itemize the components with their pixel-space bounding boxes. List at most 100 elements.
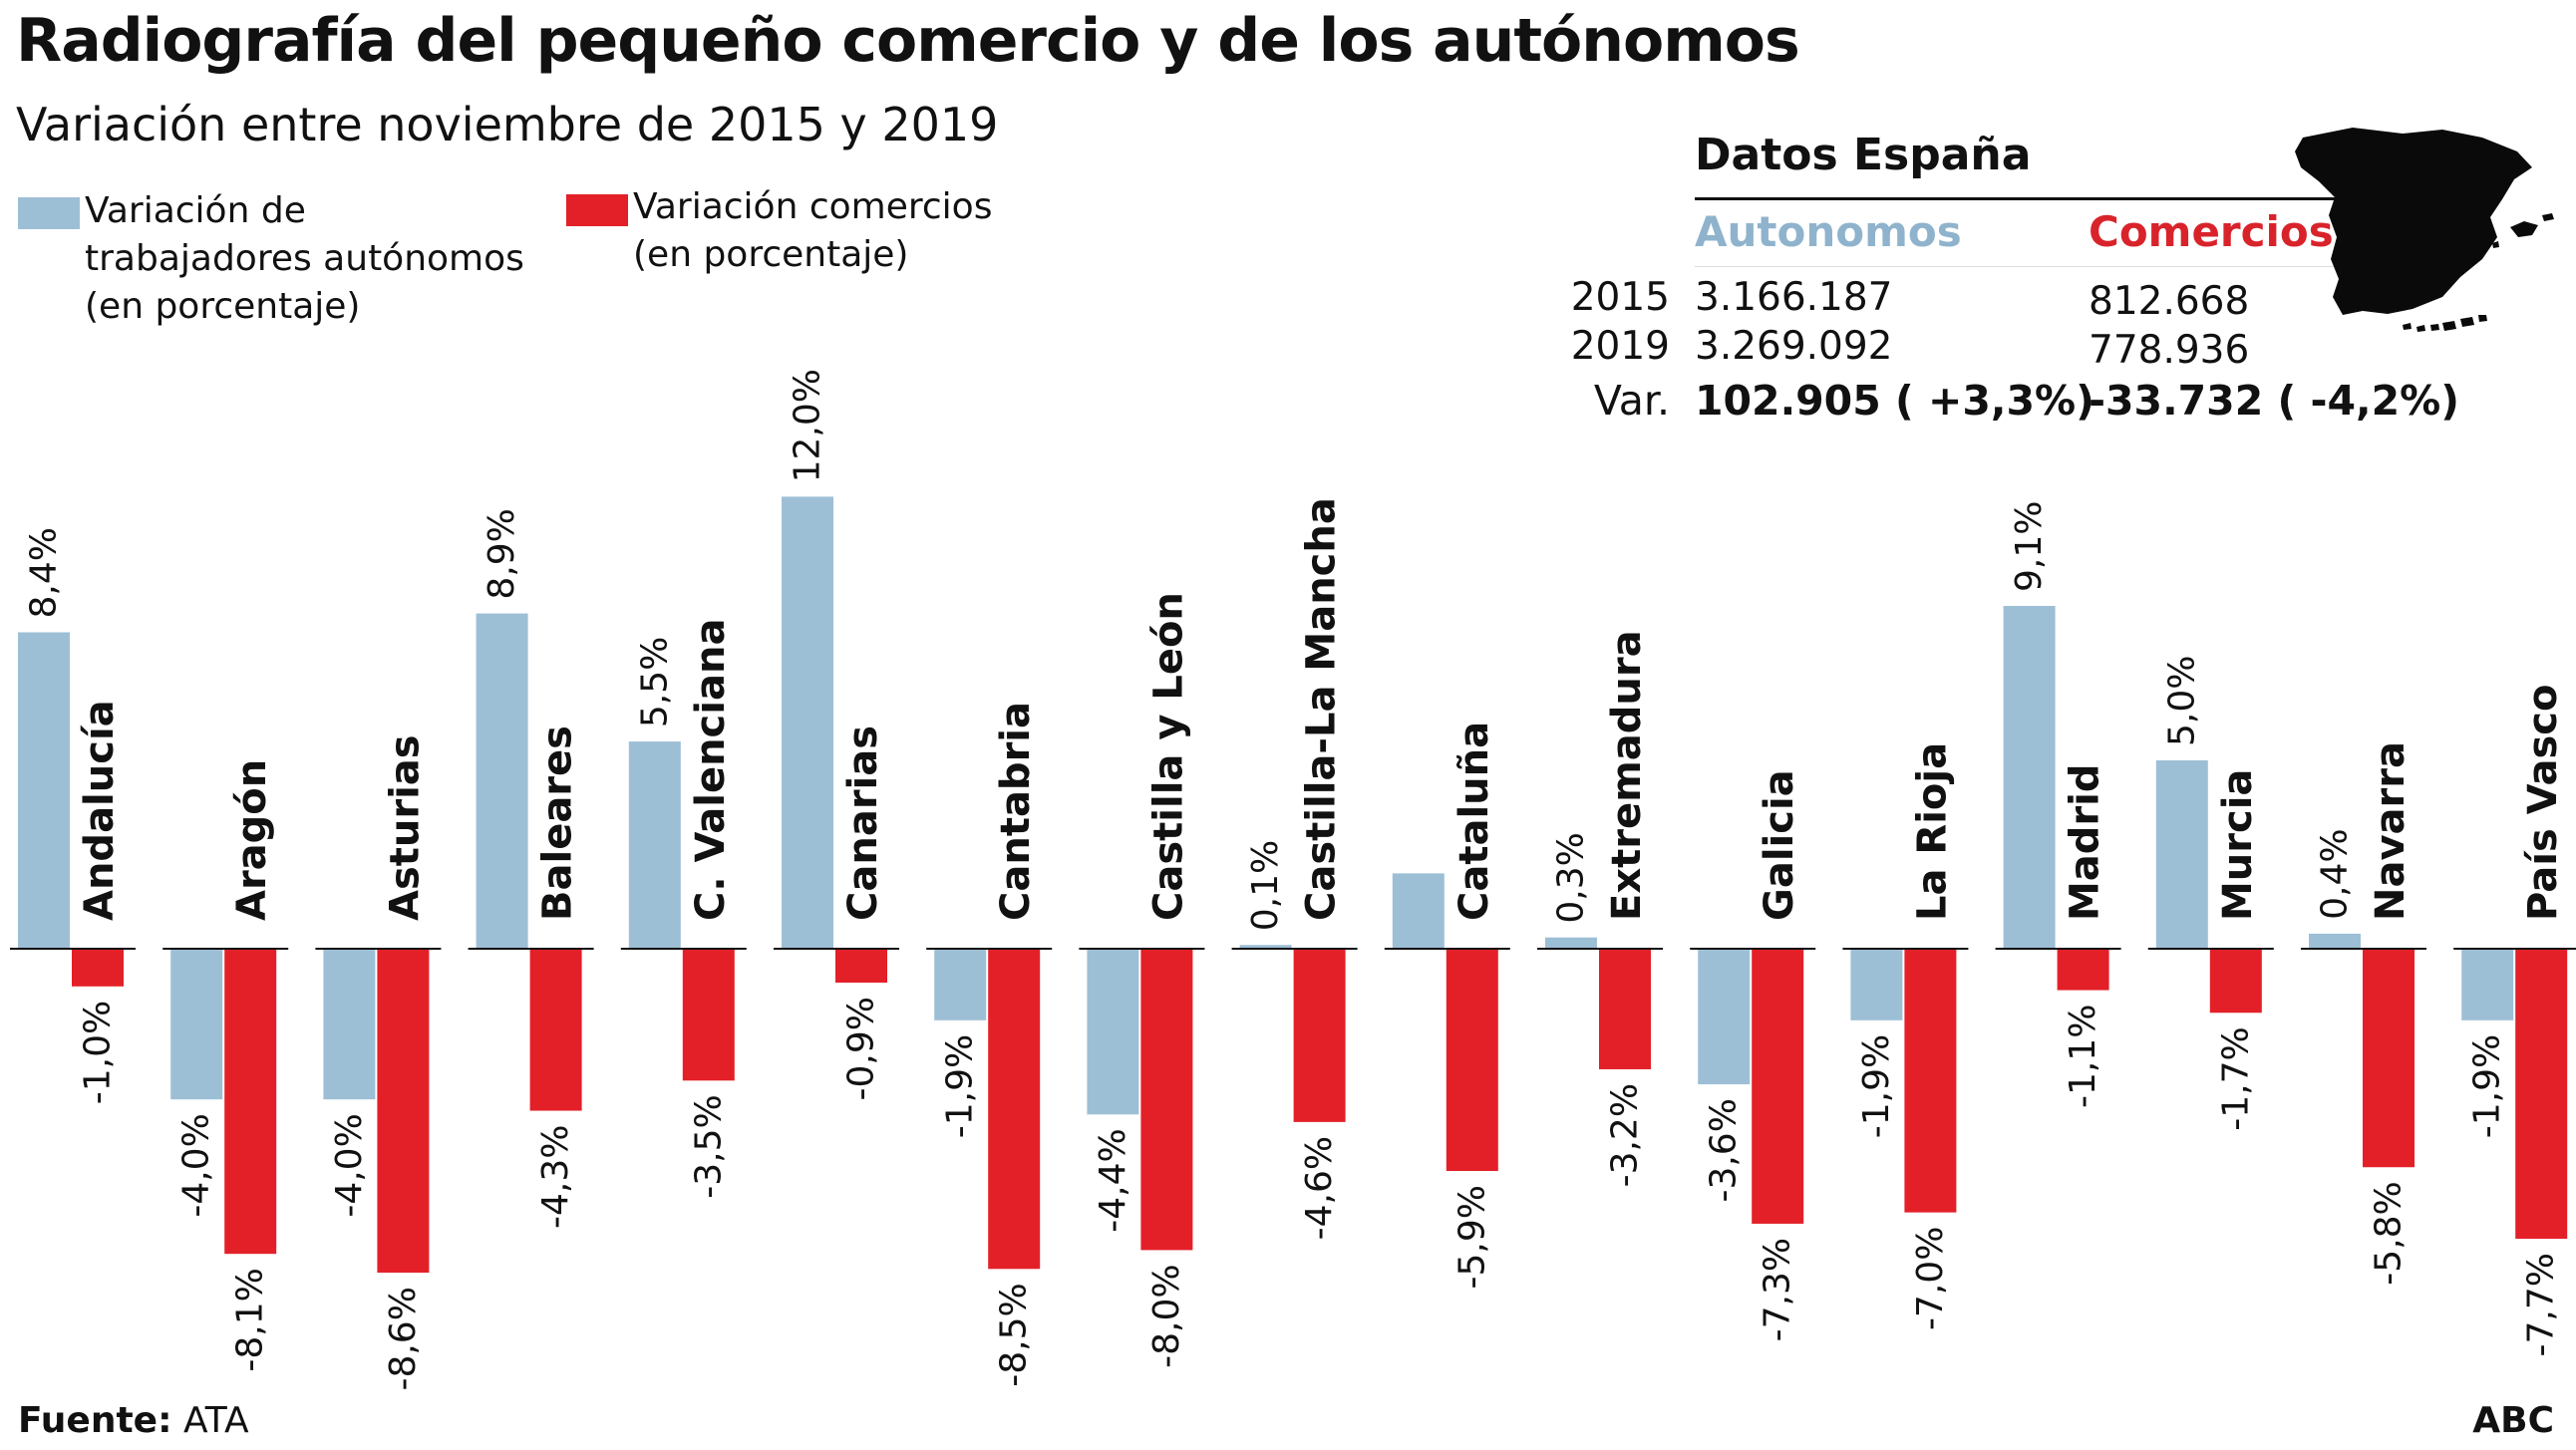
bar-comercios	[682, 949, 735, 1081]
bar-autonomos	[1239, 945, 1292, 949]
data-label-autonomos: -4,0%	[329, 1113, 370, 1217]
bar-comercios	[1293, 949, 1346, 1122]
chart-title: Radiografía del pequeño comercio y de lo…	[16, 6, 1800, 76]
source-value: ATA	[182, 1400, 249, 1441]
bar-comercios	[2515, 949, 2568, 1240]
data-label-comercios: -1,7%	[2215, 1026, 2256, 1130]
legend-autonomos-line: (en porcentaje)	[85, 286, 361, 327]
bar-comercios	[1599, 949, 1651, 1069]
data-label-comercios: -5,8%	[2369, 1181, 2410, 1285]
category-label: Castilla-La Mancha	[1299, 497, 1345, 921]
legend-autonomos-line: trabajadores autónomos	[85, 238, 524, 279]
bar-comercios	[835, 949, 887, 984]
bar-autonomos	[1087, 949, 1139, 1115]
spain-map-icon	[2295, 128, 2554, 332]
data-label-autonomos: -4,4%	[1093, 1128, 1133, 1232]
legend-comercios-line: (en porcentaje)	[633, 234, 909, 275]
category-label: Cantabria	[993, 702, 1039, 921]
chart-subtitle: Variación entre noviembre de 2015 y 2019	[16, 98, 999, 151]
category-label: Navarra	[2368, 741, 2414, 921]
data-label-autonomos: -1,9%	[1856, 1034, 1897, 1138]
data-label-comercios: -4,3%	[535, 1125, 576, 1229]
legend-swatch-comercios	[566, 194, 628, 226]
credit: ABC	[2472, 1400, 2554, 1441]
data-label-comercios: -5,9%	[1451, 1185, 1492, 1289]
category-label: País Vasco	[2520, 685, 2566, 921]
bar-autonomos	[2003, 606, 2056, 949]
category-label: Extremadura	[1604, 630, 1650, 921]
bar-autonomos	[1698, 949, 1751, 1085]
data-label-autonomos: 12,0%	[788, 369, 828, 482]
bar-comercios	[2363, 949, 2415, 1168]
legend-comercios-line: Variación comercios	[633, 186, 993, 227]
bar-autonomos	[628, 741, 681, 949]
bar-comercios	[2057, 949, 2109, 991]
category-label: Aragón	[229, 759, 275, 921]
data-label-autonomos: 5,0%	[2161, 656, 2202, 746]
bar-comercios	[377, 949, 430, 1274]
data-label-comercios: -8,1%	[230, 1268, 271, 1371]
legend-swatch-autonomos	[18, 197, 80, 229]
data-label-comercios: -1,0%	[78, 1001, 119, 1104]
data-label-comercios: -1,1%	[2063, 1005, 2103, 1108]
data-label-comercios: -4,6%	[1299, 1136, 1340, 1240]
data-label-autonomos: -1,9%	[2467, 1034, 2508, 1138]
bar-autonomos	[2155, 760, 2208, 949]
data-label-comercios: -3,5%	[688, 1094, 729, 1198]
data-label-autonomos: 5,5%	[634, 637, 675, 727]
bar-comercios	[2209, 949, 2262, 1014]
data-label-autonomos: -4,0%	[176, 1113, 217, 1217]
bar-autonomos	[2309, 933, 2361, 949]
data-label-autonomos: 0,3%	[1551, 832, 1592, 923]
category-label: Canarias	[840, 725, 886, 921]
data-label-comercios: -8,5%	[994, 1283, 1035, 1386]
category-label: Murcia	[2215, 769, 2261, 921]
bar-comercios	[988, 949, 1041, 1270]
data-label-autonomos: -3,6%	[1704, 1098, 1745, 1202]
category-label: Cataluña	[1451, 722, 1497, 921]
bar-autonomos	[18, 632, 70, 949]
category-label: C. Valenciana	[688, 619, 734, 921]
source-note: Fuente: ATA	[18, 1400, 249, 1441]
data-label-autonomos: 8,4%	[24, 527, 65, 618]
bar-comercios	[1140, 949, 1193, 1251]
bar-autonomos	[476, 613, 528, 949]
data-label-autonomos: -1,9%	[940, 1034, 981, 1138]
bar-autonomos	[934, 949, 987, 1020]
category-label: Castilla y León	[1145, 592, 1191, 921]
data-label-comercios: -7,0%	[1910, 1227, 1951, 1330]
bar-comercios	[1752, 949, 1804, 1224]
bar-autonomos	[1850, 949, 1903, 1020]
bar-autonomos	[1392, 873, 1445, 949]
legend-autonomos: Variación de trabajadores autónomos (en …	[85, 187, 524, 331]
bar-autonomos	[170, 949, 223, 1100]
bar-autonomos	[323, 949, 376, 1100]
category-label: Galicia	[1757, 769, 1802, 921]
data-label-comercios: -8,6%	[383, 1287, 424, 1390]
bar-autonomos	[782, 496, 833, 949]
bar-autonomos	[1545, 937, 1597, 949]
category-label: La Rioja	[1909, 742, 1955, 921]
bar-comercios	[1904, 949, 1957, 1213]
category-label: Madrid	[2063, 764, 2108, 922]
data-label-comercios: -7,3%	[1758, 1238, 1798, 1341]
data-label-comercios: -7,7%	[2521, 1253, 2562, 1356]
category-label: Andalucía	[77, 700, 123, 921]
data-label-autonomos: 0,1%	[1245, 840, 1286, 931]
data-label-comercios: -8,0%	[1146, 1264, 1187, 1367]
data-label-comercios: -3,2%	[1605, 1083, 1646, 1187]
bar-comercios	[1446, 949, 1498, 1172]
bar-comercios	[224, 949, 277, 1255]
category-label: Asturias	[382, 734, 428, 921]
legend-autonomos-line: Variación de	[85, 190, 306, 231]
bar-autonomos	[2461, 949, 2514, 1020]
legend-comercios: Variación comercios (en porcentaje)	[633, 183, 992, 279]
data-label-comercios: -0,9%	[841, 997, 882, 1100]
data-label-autonomos: 8,9%	[482, 508, 522, 599]
bar-comercios	[529, 949, 582, 1111]
source-label: Fuente:	[18, 1400, 172, 1441]
bar-comercios	[72, 949, 124, 987]
category-label: Baleares	[535, 725, 581, 921]
data-label-autonomos: 0,4%	[2315, 828, 2356, 919]
